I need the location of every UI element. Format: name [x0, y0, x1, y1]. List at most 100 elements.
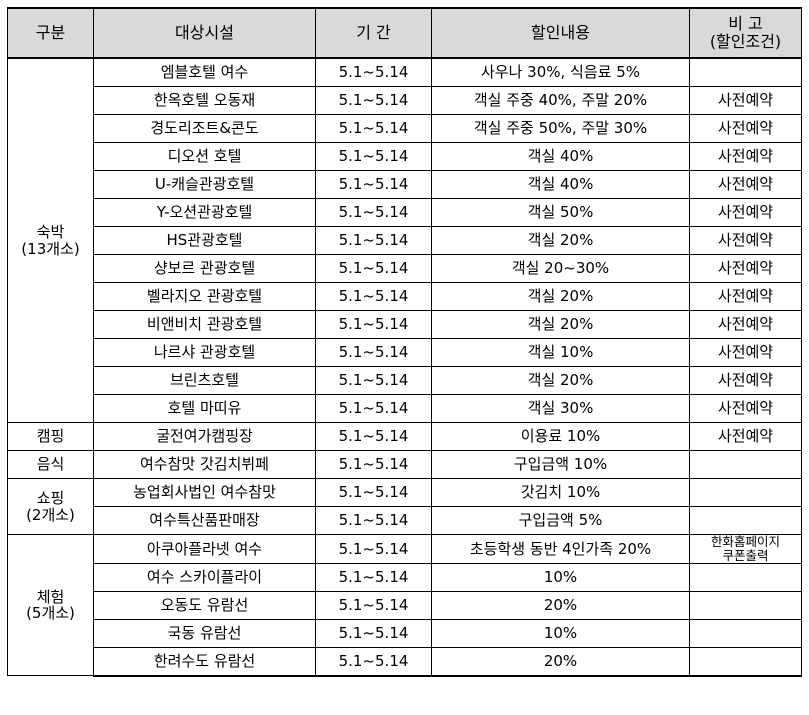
facility-cell: 샹보르 관광호텔 [93, 254, 316, 283]
note-cell: 사전예약 [689, 310, 802, 339]
period-cell: 5.1~5.14 [315, 618, 432, 648]
note-cell: 사전예약 [689, 142, 802, 171]
period-cell: 5.1~5.14 [315, 590, 432, 620]
table-row: 한려수도 유람선 5.1~5.14 20% [8, 646, 802, 677]
period-cell: 5.1~5.14 [315, 450, 432, 479]
period-cell: 5.1~5.14 [315, 338, 432, 367]
category-label: 체험 [36, 587, 65, 606]
period-cell: 5.1~5.14 [315, 310, 432, 339]
period-cell: 5.1~5.14 [315, 506, 432, 535]
note-cell: 사전예약 [689, 86, 802, 115]
category-cell: 음식 [7, 450, 94, 479]
period-cell: 5.1~5.14 [315, 534, 432, 564]
discount-table: 구분 대상시설 기 간 할인내용 비 고 (할인조건) 숙박 (13개소) 엠블호텔… [7, 7, 802, 677]
category-count: (2개소) [26, 505, 75, 524]
discount-cell: 객실 20% [431, 282, 690, 311]
discount-cell: 객실 40% [431, 142, 690, 171]
note-cell: 사전예약 [689, 226, 802, 255]
table-row: 체험 (5개소) 아쿠아플라넷 여수 5.1~5.14 초등학생 동반 4인가족 20%… [7, 534, 802, 676]
facility-cell: 비앤비치 관광호텔 [93, 310, 316, 339]
category-cell: 캠핑 [7, 422, 94, 451]
table-row: 샹보르 관광호텔 5.1~5.14 객실 20~30% 사전예약 [8, 254, 802, 283]
facility-cell: U-캐슬관광호텔 [93, 170, 316, 199]
category-cell: 숙박 (13개소) [7, 57, 94, 423]
table-row: 호텔 마띠유 5.1~5.14 객실 30% 사전예약 [8, 394, 802, 423]
category-count: (13개소) [21, 239, 80, 258]
discount-cell: 사우나 30%, 식음료 5% [431, 57, 690, 87]
period-cell: 5.1~5.14 [315, 170, 432, 199]
period-cell: 5.1~5.14 [315, 422, 432, 451]
table-row: 쇼핑 (2개소) 농업회사법인 여수참맛 5.1~5.14 갓김치 10% [7, 478, 802, 535]
period-cell: 5.1~5.14 [315, 254, 432, 283]
facility-cell: 나르샤 관광호텔 [93, 338, 316, 367]
category-label: 음식 [36, 455, 65, 474]
note-cell [689, 506, 802, 535]
discount-cell: 10% [431, 618, 690, 648]
header-note: 비 고 (할인조건) [689, 7, 802, 59]
facility-cell: HS관광호텔 [93, 226, 316, 255]
note-cell: 사전예약 [689, 338, 802, 367]
note-cell: 사전예약 [689, 282, 802, 311]
table-row: 여수 스카이플라이 5.1~5.14 10% [8, 562, 802, 592]
note-cell [689, 618, 802, 648]
discount-cell: 갓김치 10% [431, 478, 690, 507]
discount-cell: 객실 20~30% [431, 254, 690, 283]
facility-cell: 오동도 유람선 [93, 590, 316, 620]
period-cell: 5.1~5.14 [315, 478, 432, 507]
header-row: 구분 대상시설 기 간 할인내용 비 고 (할인조건) [7, 7, 802, 59]
note-cell: 사전예약 [689, 170, 802, 199]
header-note-line1: 비 고 [728, 14, 763, 34]
category-cell: 쇼핑 (2개소) [7, 478, 94, 535]
discount-cell: 구입금액 5% [431, 506, 690, 535]
note-cell [689, 478, 802, 507]
table-row: U-캐슬관광호텔 5.1~5.14 객실 40% 사전예약 [8, 170, 802, 199]
facility-cell: 굴전여가캠핑장 [93, 422, 316, 451]
table-row: 디오션 호텔 5.1~5.14 객실 40% 사전예약 [8, 142, 802, 171]
facility-cell: 여수특산품판매장 [93, 506, 316, 535]
category-count: (5개소) [26, 604, 75, 622]
category-cell: 체험 (5개소) [7, 534, 94, 676]
discount-cell: 객실 주중 40%, 주말 20% [431, 86, 690, 115]
table-row: 오동도 유람선 5.1~5.14 20% [8, 590, 802, 620]
header-facility: 대상시설 [93, 7, 316, 59]
facility-cell: 벨라지오 관광호텔 [93, 282, 316, 311]
facility-cell: 경도리조트&콘도 [93, 114, 316, 143]
note-cell: 사전예약 [689, 114, 802, 143]
note-cell [689, 450, 802, 479]
table-row: 비앤비치 관광호텔 5.1~5.14 객실 20% 사전예약 [8, 310, 802, 339]
facility-cell: 엠블호텔 여수 [93, 57, 316, 87]
category-label: 캠핑 [36, 427, 65, 446]
period-cell: 5.1~5.14 [315, 114, 432, 143]
facility-cell: 아쿠아플라넷 여수 [93, 534, 316, 564]
note-cell: 사전예약 [689, 198, 802, 227]
period-cell: 5.1~5.14 [315, 394, 432, 423]
header-note-line2: (할인조건) [709, 32, 782, 51]
discount-cell: 객실 주중 50%, 주말 30% [431, 114, 690, 143]
table-body: 숙박 (13개소) 엠블호텔 여수 5.1~5.14 사우나 30%, 식음료 5% 한옥… [7, 57, 802, 677]
header-period: 기 간 [315, 7, 432, 59]
note-cell [689, 562, 802, 592]
table-row: 여수특산품판매장 5.1~5.14 구입금액 5% [8, 506, 802, 535]
discount-cell: 객실 20% [431, 366, 690, 395]
table-row: 벨라지오 관광호텔 5.1~5.14 객실 20% 사전예약 [8, 282, 802, 311]
discount-cell: 20% [431, 590, 690, 620]
facility-cell: 디오션 호텔 [93, 142, 316, 171]
period-cell: 5.1~5.14 [315, 142, 432, 171]
discount-cell: 객실 10% [431, 338, 690, 367]
table-row: 한옥호텔 오동재 5.1~5.14 객실 주중 40%, 주말 20% 사전예약 [8, 86, 802, 115]
table-row: 브린츠호텔 5.1~5.14 객실 20% 사전예약 [8, 366, 802, 395]
discount-cell: 객실 20% [431, 310, 690, 339]
table-row: 국동 유람선 5.1~5.14 10% [8, 618, 802, 648]
period-cell: 5.1~5.14 [315, 646, 432, 677]
table-row: 캠핑 굴전여가캠핑장 5.1~5.14 이용료 10% 사전예약 [7, 422, 802, 451]
table-row: 경도리조트&콘도 5.1~5.14 객실 주중 50%, 주말 30% 사전예약 [8, 114, 802, 143]
facility-cell: 농업회사법인 여수참맛 [93, 478, 316, 507]
category-label: 숙박 [36, 223, 65, 241]
note-cell: 사전예약 [689, 366, 802, 395]
facility-cell: Y-오션관광호텔 [93, 198, 316, 227]
table-row: 음식 여수참맛 갓김치뷔페 5.1~5.14 구입금액 10% [7, 450, 802, 479]
period-cell: 5.1~5.14 [315, 57, 432, 87]
header-discount: 할인내용 [431, 7, 690, 59]
note-cell [689, 57, 802, 87]
facility-cell: 한옥호텔 오동재 [93, 86, 316, 115]
